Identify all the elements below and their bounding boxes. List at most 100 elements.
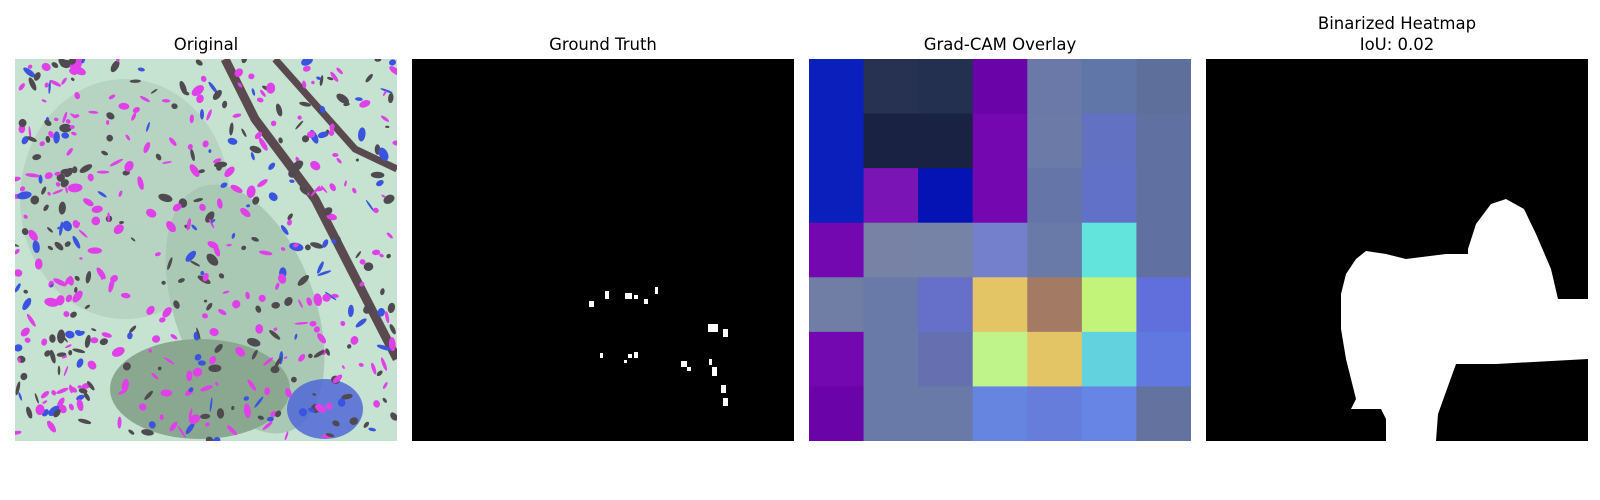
original-speckle [139, 403, 147, 411]
original-speckle [269, 330, 281, 340]
original-speckle [17, 357, 21, 363]
original-speckle [57, 226, 61, 230]
original-speckles [15, 59, 397, 441]
original-speckle [340, 320, 346, 327]
original-speckle [202, 140, 209, 148]
heatmap-cell-r6-c4 [1027, 386, 1083, 441]
original-speckle [87, 173, 94, 182]
original-speckle [44, 172, 53, 180]
original-speckle [78, 229, 88, 238]
original-speckle [27, 64, 33, 69]
original-speckle [44, 297, 59, 307]
heatmap-cell-r1-c5 [1081, 113, 1138, 169]
heatmap-cell-r1-c6 [1136, 113, 1191, 169]
original-speckle [332, 420, 340, 427]
heatmap-cell-r3-c6 [1136, 222, 1191, 278]
original-speckle [381, 194, 386, 198]
original-speckle [189, 114, 194, 124]
original-speckle [373, 207, 379, 214]
original-speckle [224, 166, 235, 178]
heatmap-cell-r0-c5 [1081, 59, 1138, 115]
original-speckle [301, 135, 310, 143]
original-speckle [310, 242, 324, 249]
original-speckle [280, 225, 289, 235]
original-speckle [372, 249, 381, 256]
original-speckle [49, 334, 56, 343]
original-speckle [196, 327, 201, 340]
original-speckle [146, 122, 150, 132]
original-speckle [234, 68, 243, 78]
gt-blob [600, 353, 603, 358]
heatmap-cell-r2-c3 [972, 168, 1028, 224]
heatmap-cell-r3-c1 [863, 222, 919, 278]
original-speckle [51, 390, 57, 396]
original-speckle [74, 275, 80, 281]
original-speckle [146, 305, 155, 315]
original-speckle [19, 186, 26, 192]
original-speckle [157, 366, 162, 371]
original-speckle [264, 387, 271, 396]
gt-blob [723, 329, 728, 337]
original-speckle [65, 119, 71, 124]
original-speckle [195, 59, 203, 66]
original-speckle [220, 182, 228, 188]
original-speckle [99, 338, 109, 346]
original-speckle [34, 258, 43, 270]
heatmap-cell-r4-c5 [1081, 277, 1138, 333]
heatmap-cell-r0-c0 [809, 59, 865, 115]
original-speckle [65, 186, 68, 194]
original-speckle [106, 134, 114, 142]
gt-blob [625, 293, 632, 299]
original-speckle [20, 327, 30, 337]
original-speckle [216, 408, 225, 419]
original-speckle [380, 357, 388, 371]
original-speckle [101, 150, 109, 156]
heatmap-cell-r6-c0 [809, 386, 865, 441]
original-speckle [363, 421, 370, 428]
original-speckle [76, 358, 84, 368]
original-speckle [79, 164, 93, 174]
original-speckle [298, 408, 308, 417]
original-speckle [159, 317, 166, 323]
binarized-region [1341, 199, 1588, 441]
original-speckle [257, 179, 268, 188]
original-speckle [121, 378, 129, 392]
original-speckle [363, 303, 375, 314]
original-speckle [266, 82, 276, 94]
panel-binarized: Binarized Heatmap IoU: 0.02 [1206, 0, 1588, 500]
original-speckle [390, 412, 397, 421]
original-speckle [376, 370, 383, 377]
heatmap-cell-r0-c6 [1136, 59, 1191, 115]
original-speckle [24, 337, 31, 343]
heatmap-cell-r6-c3 [972, 386, 1028, 441]
original-speckle [150, 88, 158, 94]
original-speckle [143, 141, 151, 154]
original-speckle [90, 337, 99, 344]
original-speckle [71, 131, 77, 136]
original-speckle [39, 141, 45, 147]
original-speckle [179, 80, 187, 95]
original-speckle [188, 387, 194, 393]
original-speckle [87, 381, 95, 391]
original-speckle [186, 218, 192, 231]
original-speckle [246, 204, 251, 208]
original-speckle [144, 390, 154, 400]
original-speckle [386, 232, 393, 239]
original-speckle [187, 144, 193, 150]
original-speckle [15, 269, 23, 277]
original-speckle [68, 350, 73, 356]
original-speckle [208, 218, 215, 229]
heatmap-cell-r5-c0 [809, 331, 865, 388]
heatmap-cell-r0-c3 [972, 59, 1028, 115]
original-speckle [197, 360, 206, 366]
original-speckle [208, 81, 218, 94]
original-speckle [352, 187, 357, 194]
original-speckle [62, 220, 72, 232]
original-speckle [52, 189, 64, 195]
original-speckle [349, 417, 359, 425]
original-speckle [77, 385, 82, 389]
original-speckle [15, 248, 20, 255]
original-speckle [205, 422, 210, 427]
original-speckle [189, 164, 200, 177]
original-speckle [162, 161, 172, 164]
